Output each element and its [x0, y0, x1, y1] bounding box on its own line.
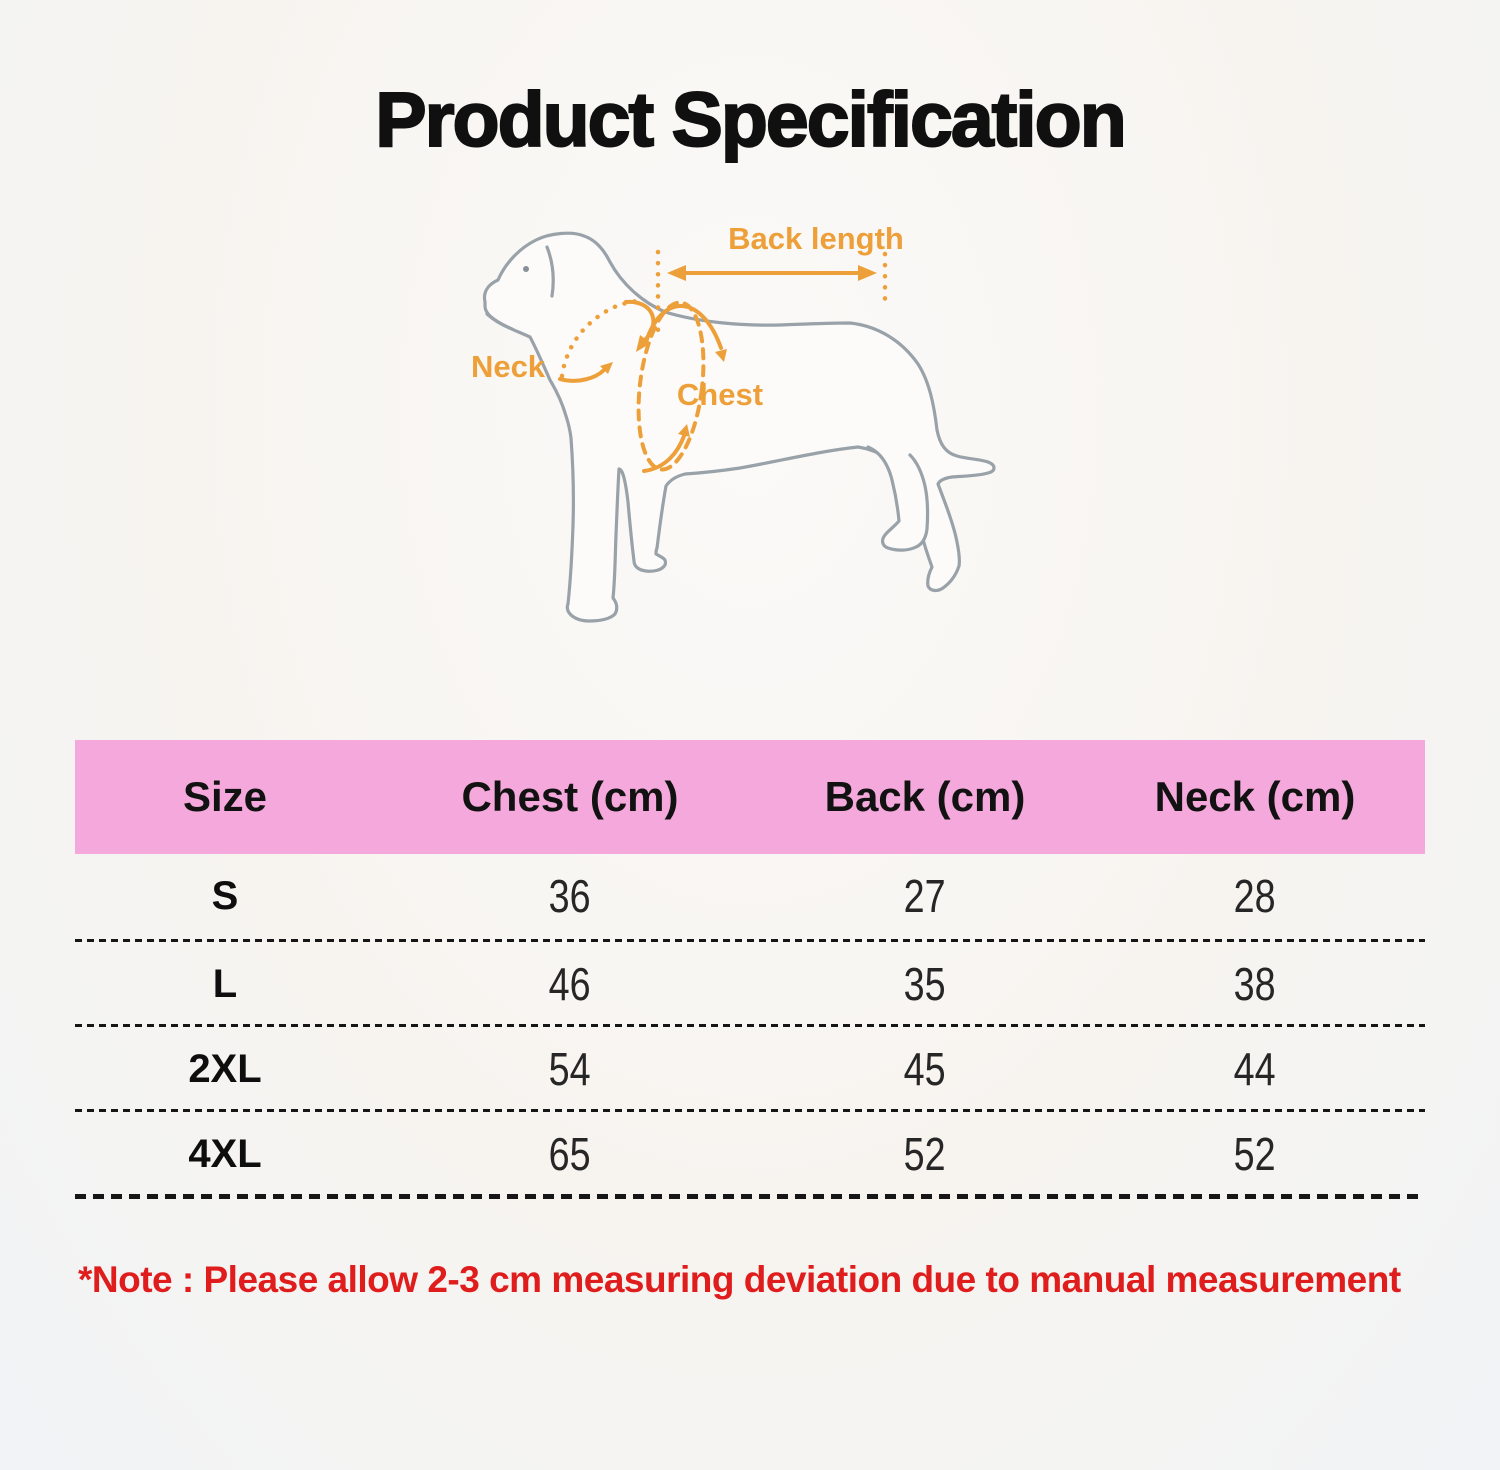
- row-separator: [75, 1109, 1425, 1112]
- chest-bottom-arrowhead-icon: [678, 424, 690, 437]
- size-cell: S: [211, 874, 239, 918]
- chest-bottom-arrow-curve: [642, 434, 686, 473]
- chest-label: Chest: [677, 377, 763, 412]
- size-cell: 4XL: [188, 1132, 262, 1176]
- back-length-annotation: Back length: [655, 221, 904, 343]
- arrowhead-left-icon: [667, 265, 686, 281]
- column-header-neck: Neck (cm): [1154, 773, 1356, 820]
- dog-outline: [482, 231, 996, 623]
- row-separator: [75, 1024, 1425, 1027]
- table-row: 2XL 54 45 44: [75, 1027, 1425, 1112]
- dog-eye: [523, 266, 529, 272]
- neck-cell: 44: [1234, 1043, 1276, 1095]
- neck-cell: 52: [1234, 1128, 1276, 1180]
- chest-cell: 36: [549, 870, 591, 922]
- chest-annotation: Chest: [636, 300, 763, 473]
- chest-dashed-ellipse: [636, 300, 706, 472]
- back-cell: 27: [904, 870, 946, 922]
- dog-near-rear-leg: [868, 445, 928, 551]
- withers-arrowhead-icon: [636, 335, 651, 352]
- table-bottom-separator: [75, 1194, 1425, 1199]
- table-header-row: Size Chest (cm) Back (cm) Neck (cm): [75, 740, 1425, 854]
- chest-cell: 54: [549, 1043, 591, 1095]
- measurement-note: *Note : Please allow 2-3 cm measuring de…: [78, 1259, 1401, 1300]
- dog-ear-line: [545, 245, 555, 298]
- column-header-size: Size: [182, 773, 268, 820]
- table-row: S 36 27 28: [75, 854, 1425, 939]
- table-row: L 46 35 38: [75, 942, 1425, 1027]
- chest-cell: 46: [549, 958, 591, 1010]
- size-cell: L: [212, 962, 238, 1006]
- neck-label: Neck: [471, 349, 546, 384]
- row-separator: [75, 939, 1425, 942]
- back-cell: 52: [904, 1128, 946, 1180]
- dog-measurement-diagram: Back length Neck Chest: [471, 221, 996, 623]
- neck-dotted-ellipse: [559, 298, 641, 379]
- chest-top-arrowhead-icon: [715, 349, 727, 362]
- dog-mouth-line: [485, 312, 514, 331]
- column-header-back: Back (cm): [824, 773, 1026, 820]
- back-cell: 45: [904, 1043, 946, 1095]
- chest-cell: 65: [549, 1128, 591, 1180]
- table-row: 4XL 65 52 52: [75, 1112, 1425, 1197]
- size-cell: 2XL: [188, 1047, 262, 1091]
- neck-arrowhead-icon: [600, 362, 613, 374]
- back-length-label: Back length: [728, 221, 904, 256]
- neck-cell: 38: [1234, 958, 1276, 1010]
- back-cell: 35: [904, 958, 946, 1010]
- page-title: Product Specification: [374, 76, 1128, 164]
- neck-arrow-curve: [558, 368, 606, 383]
- arrowhead-right-icon: [858, 265, 877, 281]
- neck-cell: 28: [1234, 870, 1276, 922]
- chest-top-arrow-curve: [644, 304, 723, 350]
- column-header-chest: Chest (cm): [461, 773, 679, 820]
- neck-annotation: Neck: [471, 298, 656, 384]
